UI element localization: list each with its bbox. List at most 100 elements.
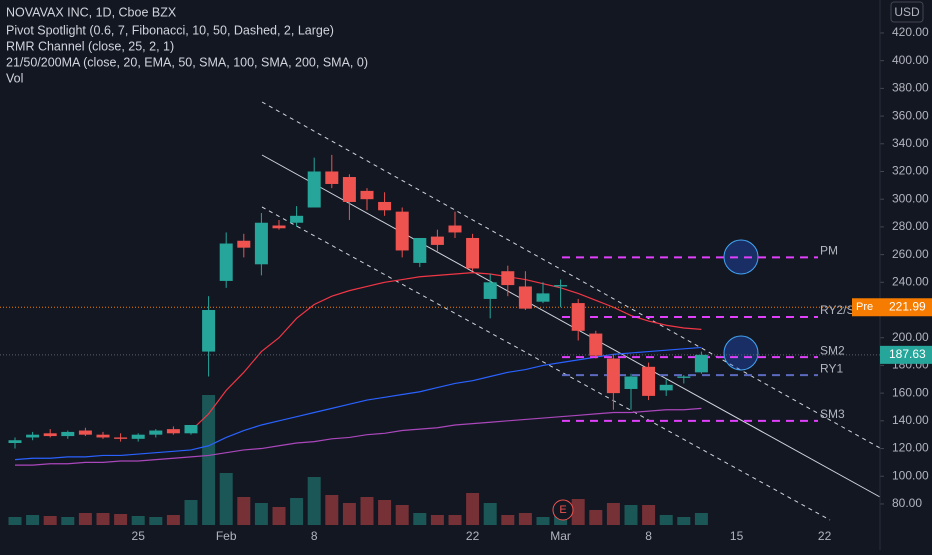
volume-bar — [589, 510, 603, 525]
x-tick-label: 8 — [645, 529, 652, 543]
candle-body — [589, 333, 603, 356]
candle-body — [61, 431, 75, 437]
volume-bar — [430, 515, 444, 525]
volume-bar — [466, 493, 480, 525]
volume-bar — [26, 515, 40, 525]
y-tick-label: 320.00 — [892, 164, 929, 178]
candle-body — [571, 303, 585, 331]
x-tick-label: 8 — [311, 529, 318, 543]
volume-bar — [342, 503, 356, 525]
earnings-marker[interactable] — [552, 499, 574, 521]
y-tick-label: 400.00 — [892, 53, 929, 67]
candle-body — [554, 285, 568, 287]
candle-body — [448, 225, 462, 233]
y-tick-label: 140.00 — [892, 413, 929, 427]
volume-bar — [624, 505, 638, 525]
candle-body — [131, 434, 145, 439]
marker-circle — [723, 239, 759, 275]
candle-body — [114, 437, 128, 439]
volume-bar — [219, 473, 233, 525]
volume-bar — [378, 500, 392, 525]
volume-bar — [659, 515, 673, 525]
candle-body — [219, 243, 233, 281]
last-price-box — [880, 345, 932, 364]
legend: 21/50/200MA (close, 20, EMA, 50, SMA, 10… — [6, 55, 368, 69]
volume-bar — [114, 514, 128, 525]
volume-bar — [571, 499, 585, 525]
marker-circle — [723, 335, 759, 371]
volume-bar — [307, 477, 321, 525]
currency-box[interactable] — [890, 1, 924, 23]
y-tick-label: 120.00 — [892, 441, 929, 455]
volume-bar — [536, 517, 550, 525]
volume-bar — [149, 517, 163, 525]
volume-bar — [677, 517, 691, 525]
candle-body — [694, 354, 708, 373]
y-tick-label: 300.00 — [892, 191, 929, 205]
candle-body — [184, 424, 198, 434]
volume-bar — [202, 395, 216, 525]
volume-bar — [254, 503, 268, 525]
legend: Vol — [6, 71, 23, 85]
pre-badge — [852, 298, 880, 317]
channel-upper — [261, 101, 881, 449]
candle-body — [378, 201, 392, 211]
candle-body — [659, 384, 673, 391]
candle-body — [325, 171, 339, 184]
pre-price-label: 221.99 — [889, 299, 926, 313]
x-tick-label: Feb — [216, 529, 237, 543]
candle-body — [624, 376, 638, 389]
y-tick-label: 100.00 — [892, 468, 929, 482]
candle-body — [254, 222, 268, 265]
candle-body — [307, 171, 321, 208]
volume-bar — [8, 517, 22, 525]
volume-bar — [96, 513, 110, 525]
candle-body — [290, 215, 304, 223]
candle-body — [237, 240, 251, 248]
candle-body — [360, 190, 374, 200]
legend: RMR Channel (close, 25, 2, 1) — [6, 39, 174, 53]
volume-bar — [325, 495, 339, 525]
candle-body — [43, 433, 57, 437]
volume-bar — [166, 515, 180, 525]
x-tick-label: 25 — [132, 529, 146, 543]
candle-body — [606, 358, 620, 394]
volume-bar — [290, 498, 304, 525]
volume-bar — [518, 513, 532, 525]
candle-body — [8, 440, 22, 443]
candle-body — [430, 236, 444, 245]
candle-body — [26, 434, 40, 438]
volume-bar — [360, 497, 374, 525]
y-tick-label: 360.00 — [892, 108, 929, 122]
channel-mid — [261, 154, 881, 498]
candle-body — [202, 310, 216, 352]
volume-bar — [501, 515, 515, 525]
candle-body — [483, 282, 497, 299]
candle-body — [536, 293, 550, 302]
x-tick-label: 22 — [466, 529, 480, 543]
y-tick-label: 260.00 — [892, 247, 929, 261]
ma-line — [15, 407, 702, 466]
legend: Pivot Spotlight (0.6, 7, Fibonacci, 10, … — [6, 23, 334, 37]
y-tick-label: 80.00 — [892, 496, 922, 510]
candle-body — [96, 434, 110, 438]
pivot-label: SM3 — [820, 407, 845, 421]
volume-bar — [43, 516, 57, 525]
x-tick-label: 22 — [818, 529, 832, 543]
volume-bar — [237, 497, 251, 525]
candle-body — [518, 286, 532, 309]
legend: NOVAVAX INC, 1D, Cboe BZX — [6, 5, 177, 19]
candle-body — [78, 430, 92, 435]
volume-bar — [395, 505, 409, 525]
volume-bar — [78, 513, 92, 525]
y-tick-label: 200.00 — [892, 330, 929, 344]
volume-bar — [184, 500, 198, 525]
candle-body — [642, 366, 656, 396]
y-tick-label: 240.00 — [892, 274, 929, 288]
ma-line — [14, 346, 702, 461]
candle-body — [166, 429, 180, 434]
volume-bar — [694, 513, 708, 525]
last-price-label: 187.63 — [889, 347, 926, 361]
volume-bar — [483, 503, 497, 525]
candle-body — [395, 211, 409, 251]
